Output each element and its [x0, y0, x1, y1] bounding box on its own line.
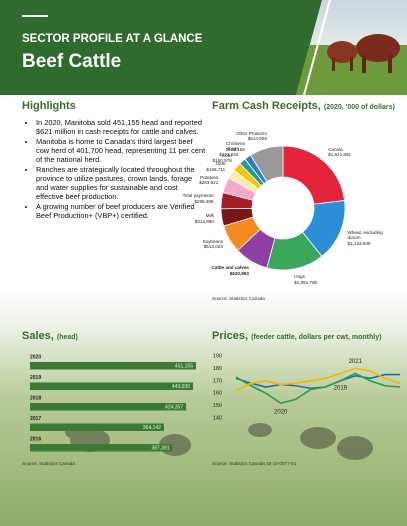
slice-label-name: Oats: [215, 161, 226, 167]
prices-heading: Prices, (feeder cattle, dollars per cwt,…: [212, 330, 381, 342]
bar: [30, 423, 164, 431]
value-label: 443,030: [172, 384, 190, 390]
slice-label-value: $1,133,939: [347, 240, 371, 246]
category-label: 2018: [30, 395, 41, 401]
slice-label-value: $1,051,790: [294, 279, 318, 285]
slice-label-name: Canola: [328, 146, 343, 152]
value-label: 424,357: [165, 404, 183, 410]
header-title: Beef Cattle: [22, 51, 121, 72]
slice-label-name: Hogs: [294, 274, 305, 280]
slice-label-name: Wheat, excluding durum: [347, 229, 383, 241]
slice-label-value: $295,489: [194, 198, 214, 204]
slice-label-value: $123,642: [219, 151, 239, 157]
highlights-list: In 2020, Manitoba sold 451,155 head and …: [22, 118, 206, 221]
slice-label-value: $614,926: [247, 136, 267, 142]
slice-label: Corn $160,578: [188, 153, 232, 164]
charts: 2020 451,155 2019 443,030 2018 424,357 2017 364…: [30, 145, 401, 452]
slice-label: Eggs $123,642: [195, 146, 239, 157]
value-label: 451,155: [175, 363, 193, 369]
category-label: 2019: [30, 375, 41, 381]
slice-label-name: Cattle and calves: [211, 265, 249, 271]
slice-label-value: $160,578: [212, 158, 232, 164]
y-tick-label: 190: [213, 353, 222, 359]
source: Source: Statistics Canada: [212, 296, 265, 301]
slice-label-value: $314,880: [194, 218, 214, 224]
slice-label: Potatoes $283,621: [174, 175, 218, 186]
bar: [30, 403, 187, 411]
source: Source: Statistics Canada: [22, 461, 75, 466]
slice-label-value: $620,850: [229, 270, 249, 276]
slice-label-name: Potatoes: [200, 174, 219, 180]
source: Source: Statistics Canada 32-10-0077-01: [212, 461, 297, 466]
chart-subtitle: (feeder cattle, dollars per cwt, monthly…: [251, 334, 382, 341]
slice-label: Oats $168,711: [181, 161, 225, 172]
chart-subtitle: (2020, '000 of dollars): [323, 104, 395, 111]
slice-label: Wheat, excluding durum $1,133,939: [348, 230, 392, 246]
slice-label: Other Products $614,926: [223, 131, 267, 142]
slice-label: Chickens $123,156: [201, 141, 245, 152]
slice-label: Milk $314,880: [170, 213, 214, 224]
slice-label: Hogs $1,051,790: [294, 274, 338, 285]
series-label: 2019: [334, 385, 348, 391]
slice-label-value: $1,621,891: [328, 152, 352, 157]
header-divider: [303, 0, 331, 96]
y-tick-label: 170: [213, 378, 222, 384]
category-label: 2016: [30, 436, 41, 442]
slice-label-value: $123,156: [225, 146, 245, 152]
value-label: 364,142: [143, 425, 161, 431]
receipts-heading: Farm Cash Receipts, (2020, '000 of dolla…: [212, 100, 395, 112]
category-label: 2020: [30, 354, 41, 360]
slice-label-name: Chickens: [225, 141, 245, 147]
series-label: 2021: [349, 359, 363, 365]
bar: [30, 382, 194, 390]
highlight-item: Manitoba is home to Canada's third large…: [36, 137, 206, 164]
slice-label: Cattle and calves $620,850: [205, 265, 249, 276]
sales-heading: Sales, (head): [22, 330, 78, 342]
slice-label-name: Eggs: [228, 146, 239, 152]
header-kicker: SECTOR PROFILE AT A GLANCE: [22, 33, 203, 45]
slice-label-name: Total payments: [182, 193, 214, 199]
slice-label-name: Other Products: [235, 130, 267, 136]
bar: [30, 444, 173, 452]
chart-subtitle: (head): [56, 334, 78, 341]
slice-label-name: Milk: [205, 213, 214, 219]
y-tick-label: 160: [213, 391, 222, 397]
price-line: [235, 372, 401, 404]
highlight-item: Ranches are strategically located throug…: [36, 165, 206, 201]
series-label: 2020: [274, 410, 288, 416]
highlight-item: In 2020, Manitoba sold 451,155 head and …: [36, 118, 206, 136]
category-label: 2017: [30, 416, 41, 422]
slice-label-value: $513,023: [203, 244, 223, 250]
slice-label: Canola $1,621,891: [328, 147, 372, 158]
highlight-item: A growing number of beef producers are V…: [36, 202, 206, 220]
header-band: [0, 0, 330, 95]
slice-label-value: $168,711: [206, 166, 226, 172]
y-tick-label: 140: [213, 415, 222, 421]
slice-label-name: Soybeans: [202, 239, 223, 244]
slice-label-name: Corn: [221, 152, 232, 158]
y-tick-label: 150: [213, 403, 222, 409]
slice-label-value: $283,621: [199, 180, 219, 185]
highlights-title: Highlights: [22, 100, 76, 112]
value-label: 387,391: [151, 445, 169, 451]
y-tick-label: 180: [213, 366, 222, 372]
slice-label: Soybeans $513,023: [179, 239, 223, 250]
donut-slice: [250, 145, 284, 183]
chart-title: Farm Cash Receipts,: [212, 100, 321, 112]
price-line: [235, 367, 401, 392]
chart-title: Sales,: [22, 330, 54, 342]
chart-title: Prices,: [212, 330, 249, 342]
bar: [30, 362, 196, 370]
slice-label: Total payments $295,489: [170, 193, 214, 204]
